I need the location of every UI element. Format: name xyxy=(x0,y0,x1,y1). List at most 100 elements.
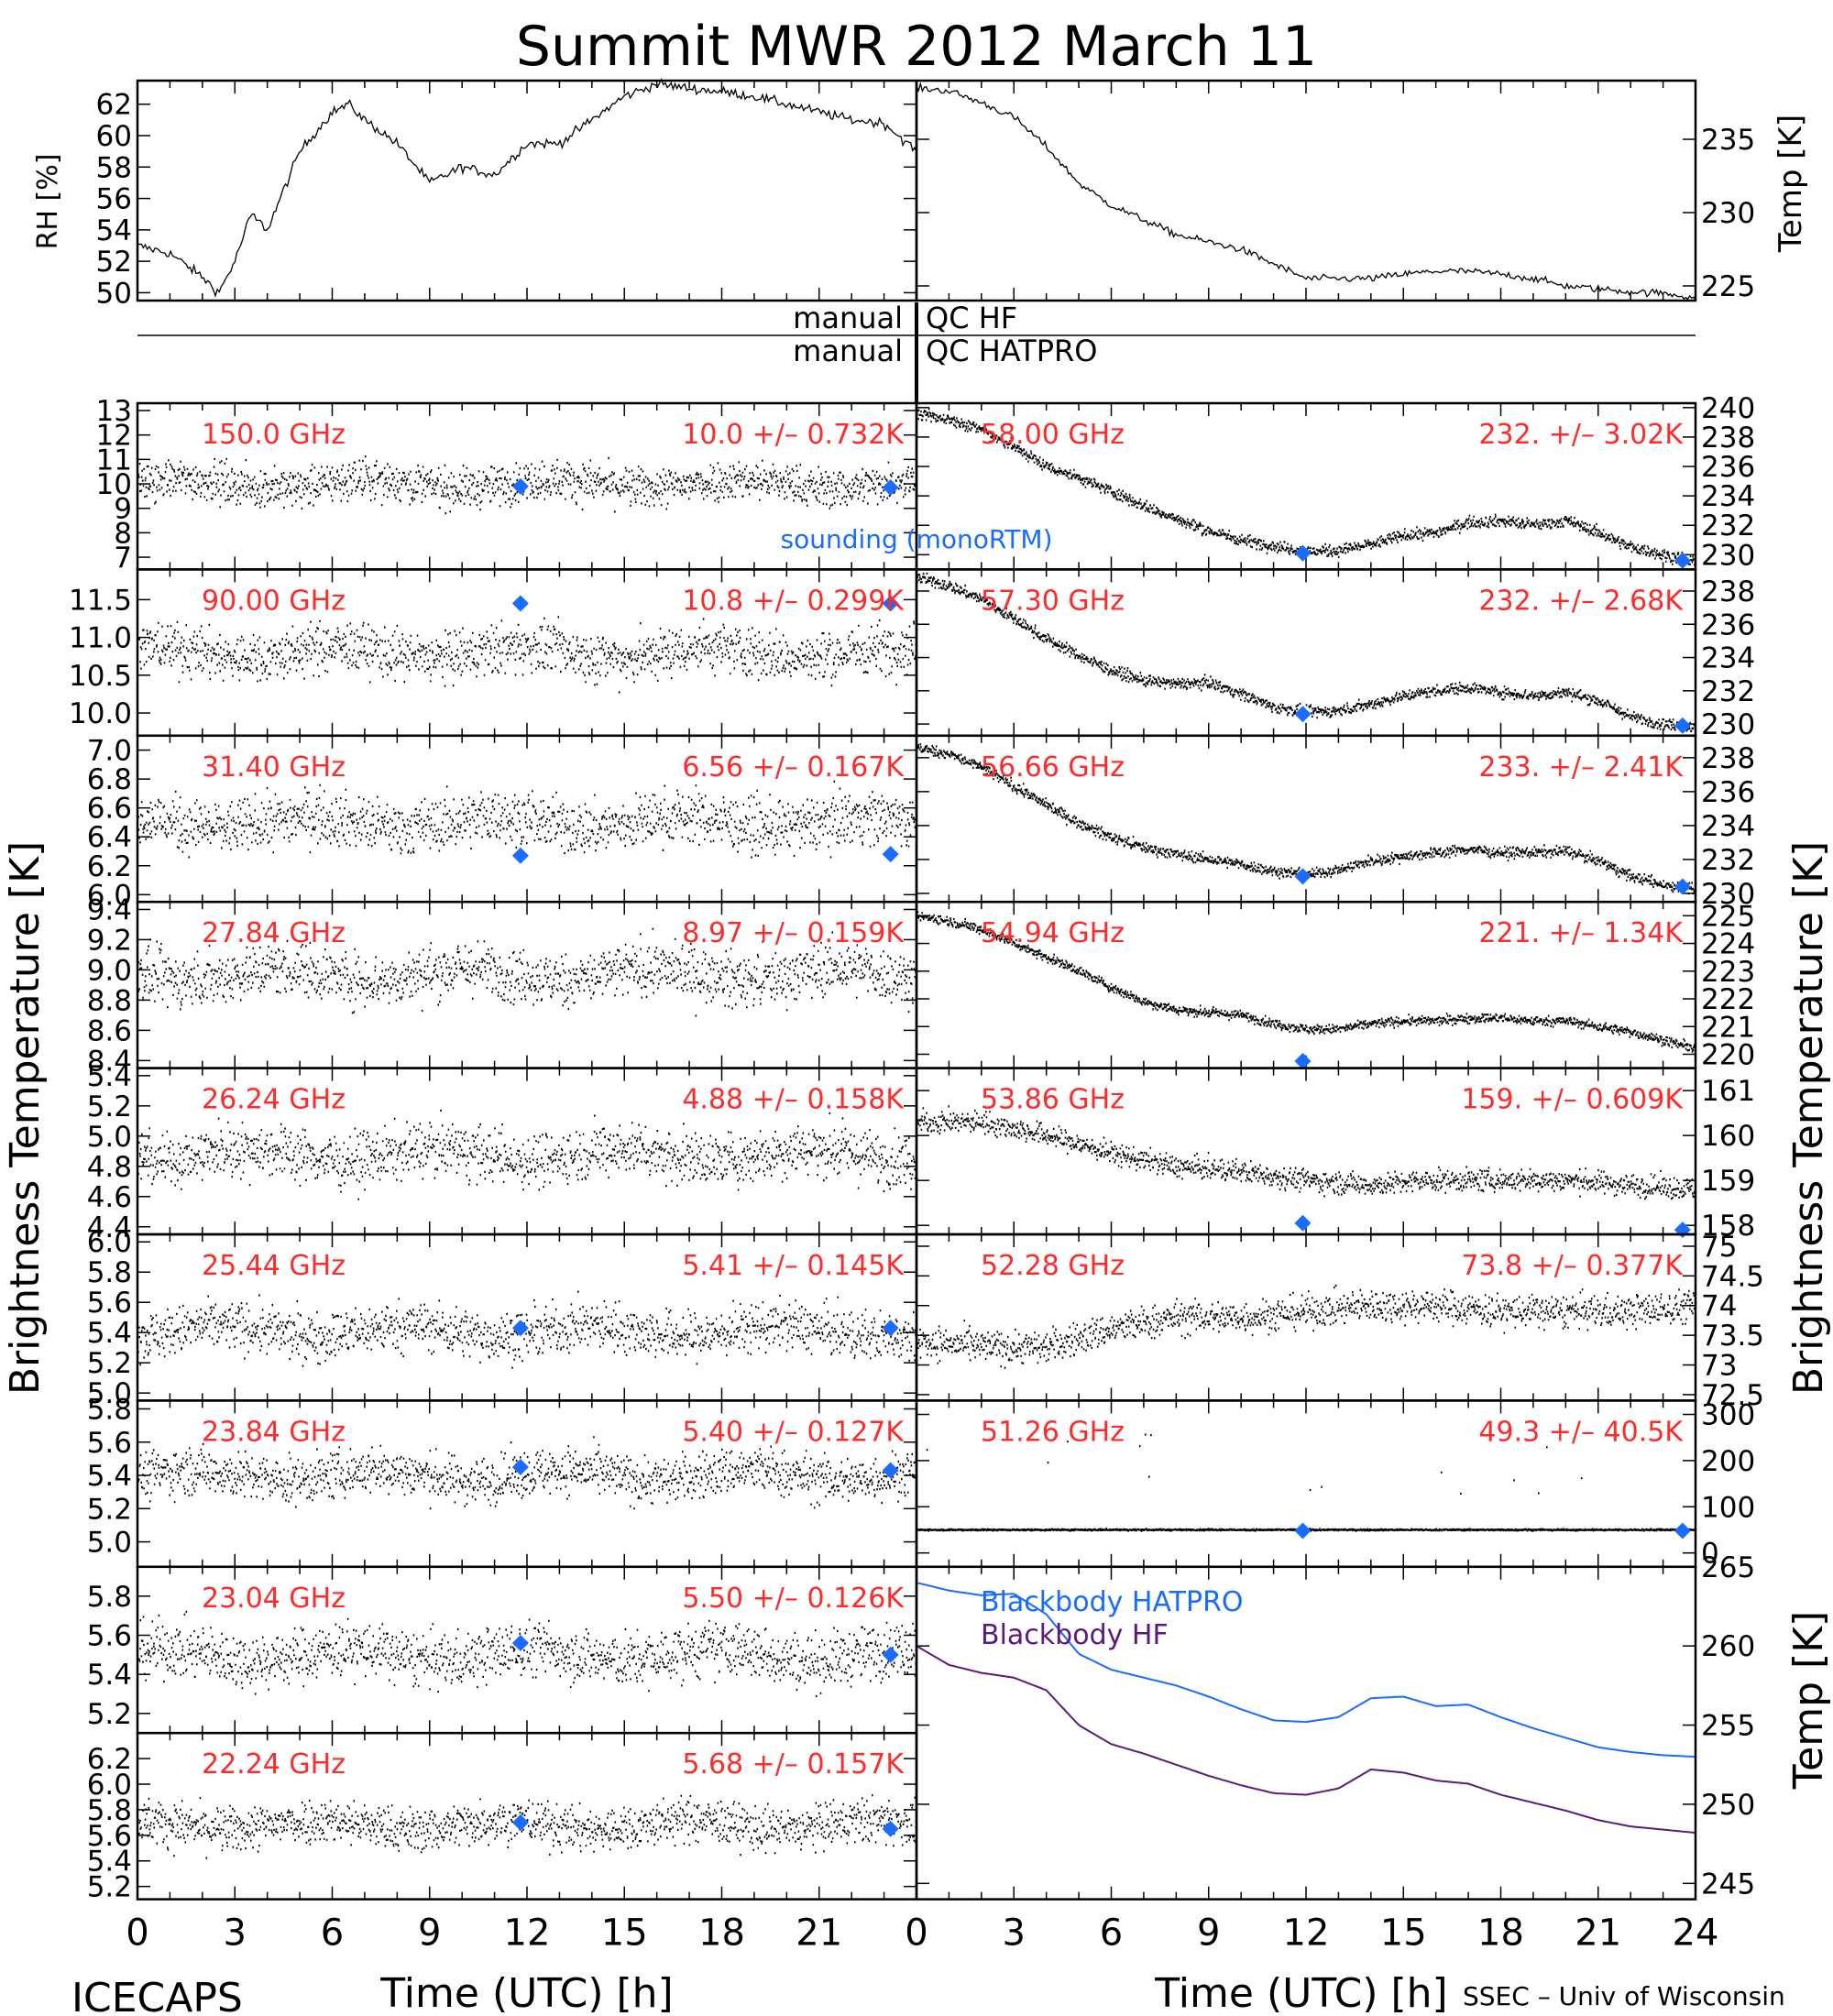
f2224-ytick-label: 5.2 xyxy=(87,1871,132,1904)
x-tick-label-left: 3 xyxy=(224,1912,247,1955)
x-tick-label-right: 9 xyxy=(1197,1912,1220,1955)
f5126-ytick-label: 200 xyxy=(1701,1445,1755,1478)
f25-ytick-label: 5.4 xyxy=(87,1317,132,1350)
f5800-sounding-point xyxy=(1674,552,1691,569)
f150-ytick-label: 7 xyxy=(114,542,132,575)
f26-ytick-label: 4.8 xyxy=(87,1151,132,1184)
f2224-ytick-label: 6.2 xyxy=(87,1743,132,1776)
f5228-ytick-label: 73 xyxy=(1701,1350,1737,1383)
qc-hatpro-label-left: manual xyxy=(793,334,903,368)
f90-stats-label: 10.8 +/– 0.299K xyxy=(682,585,905,617)
qc-hatpro-label-right: QC HATPRO xyxy=(926,334,1097,368)
blackbody-legend-0: Blackbody HATPRO xyxy=(981,1586,1244,1618)
f2224-sounding-point xyxy=(511,1813,529,1831)
f2384-ytick-label: 5.6 xyxy=(87,1427,132,1460)
f26-ytick-label: 5.0 xyxy=(87,1121,132,1154)
f5800-ytick-label: 238 xyxy=(1701,422,1755,455)
x-tick-label-right: 15 xyxy=(1380,1912,1427,1955)
f31-stats-label: 6.56 +/– 0.167K xyxy=(682,751,905,783)
temp-top-ytick-label: 225 xyxy=(1701,270,1755,303)
f31-ytick-label: 6.8 xyxy=(87,763,132,796)
f90-ytick-label: 11.0 xyxy=(69,622,132,655)
f5666-ytick-label: 230 xyxy=(1701,878,1755,911)
f31-ytick-label: 7.0 xyxy=(87,735,132,768)
f5126-ytick-label: 100 xyxy=(1701,1491,1755,1524)
temp-top-series-line xyxy=(916,81,1696,301)
blackbody-series-0 xyxy=(916,1582,1696,1759)
f5730-ytick-label: 234 xyxy=(1701,642,1755,675)
x-tick-label-left: 15 xyxy=(601,1912,648,1955)
qc-hf-label-right: QC HF xyxy=(926,301,1017,335)
f25-sounding-point xyxy=(511,1320,529,1337)
f2224-sounding-point xyxy=(882,1820,899,1837)
f31-sounding-point xyxy=(511,847,529,864)
f150-stats-label: 10.0 +/– 0.732K xyxy=(682,419,905,451)
f5228-ytick-label: 74 xyxy=(1701,1290,1737,1323)
f2224-stats-label: 5.68 +/– 0.157K xyxy=(682,1748,905,1780)
f5228-scatter xyxy=(916,1284,1697,1369)
rh-ytick-label: 54 xyxy=(96,214,132,247)
f5730-freq-label: 57.30 GHz xyxy=(981,585,1125,617)
f5228-ytick-label: 75 xyxy=(1701,1231,1737,1264)
f25-freq-label: 25.44 GHz xyxy=(202,1250,346,1282)
f5126-sounding-point xyxy=(1674,1522,1691,1539)
blackbody-ytick-label: 250 xyxy=(1701,1789,1755,1822)
f5494-scatter xyxy=(916,911,1697,1053)
f31-ytick-label: 6.0 xyxy=(87,879,132,912)
f5386-ytick-label: 160 xyxy=(1701,1120,1755,1153)
f5730-ytick-label: 238 xyxy=(1701,575,1755,608)
f26-ytick-label: 4.6 xyxy=(87,1181,132,1214)
x-tick-label-left: 0 xyxy=(126,1912,148,1955)
f5126-sounding-point xyxy=(1294,1522,1312,1539)
temp-top-ytick-label: 235 xyxy=(1701,124,1755,157)
f150-ytick-label: 11 xyxy=(96,444,132,477)
f5730-sounding-point xyxy=(1294,706,1312,723)
f31-ytick-label: 6.6 xyxy=(87,793,132,826)
rh-axis-label: RH [%] xyxy=(32,154,64,250)
f2384-freq-label: 23.84 GHz xyxy=(202,1416,346,1448)
qc-hf-label-left: manual xyxy=(793,301,903,335)
f5800-ytick-label: 234 xyxy=(1701,480,1755,513)
f31-scatter xyxy=(137,780,918,859)
f31-freq-label: 31.40 GHz xyxy=(202,751,346,783)
f5386-freq-label: 53.86 GHz xyxy=(981,1084,1125,1116)
f90-scatter xyxy=(137,616,918,694)
f25-ytick-label: 5.2 xyxy=(87,1347,132,1380)
f5800-ytick-label: 240 xyxy=(1701,392,1755,425)
f27-ytick-label: 9.4 xyxy=(87,893,132,926)
f26-freq-label: 26.24 GHz xyxy=(202,1084,346,1116)
rh-ytick-label: 52 xyxy=(96,246,132,279)
f5730-ytick-label: 236 xyxy=(1701,608,1755,641)
f25-ytick-label: 5.6 xyxy=(87,1287,132,1320)
f150-freq-label: 150.0 GHz xyxy=(202,419,346,451)
f2224-ytick-label: 5.4 xyxy=(87,1846,132,1879)
sounding-legend: sounding (monoRTM) xyxy=(781,524,1053,554)
f5494-stats-label: 221. +/– 1.34K xyxy=(1478,917,1684,949)
f5666-ytick-label: 232 xyxy=(1701,844,1755,877)
f5730-sounding-point xyxy=(1674,717,1691,734)
x-tick-label-left: 9 xyxy=(418,1912,441,1955)
f5730-ytick-label: 230 xyxy=(1701,708,1755,741)
x-tick-label-left: 6 xyxy=(321,1912,344,1955)
f5494-ytick-label: 224 xyxy=(1701,928,1755,961)
f31-ytick-label: 6.4 xyxy=(87,821,132,854)
f2304-sounding-point xyxy=(882,1646,899,1663)
f150-ytick-label: 9 xyxy=(114,493,132,526)
x-axis-label-right: Time (UTC) [h] xyxy=(1154,1970,1447,2016)
f150-ytick-label: 10 xyxy=(96,468,132,501)
f90-sounding-point xyxy=(882,595,899,612)
f150-ytick-label: 13 xyxy=(96,395,132,428)
blackbody-ytick-label: 245 xyxy=(1701,1868,1755,1901)
rh-ytick-label: 60 xyxy=(96,120,132,153)
f2384-ytick-label: 5.4 xyxy=(87,1460,132,1493)
f5800-ytick-label: 236 xyxy=(1701,451,1755,484)
blackbody-legend-1: Blackbody HF xyxy=(981,1619,1169,1651)
blackbody-series-1 xyxy=(916,1645,1696,1834)
f25-ytick-label: 5.8 xyxy=(87,1256,132,1289)
f2384-stats-label: 5.40 +/– 0.127K xyxy=(682,1416,905,1448)
x-tick-label-right: 6 xyxy=(1100,1912,1123,1955)
f2304-ytick-label: 5.4 xyxy=(87,1659,132,1692)
blackbody-ytick-label: 255 xyxy=(1701,1710,1755,1743)
x-tick-label-left: 21 xyxy=(796,1912,842,1955)
